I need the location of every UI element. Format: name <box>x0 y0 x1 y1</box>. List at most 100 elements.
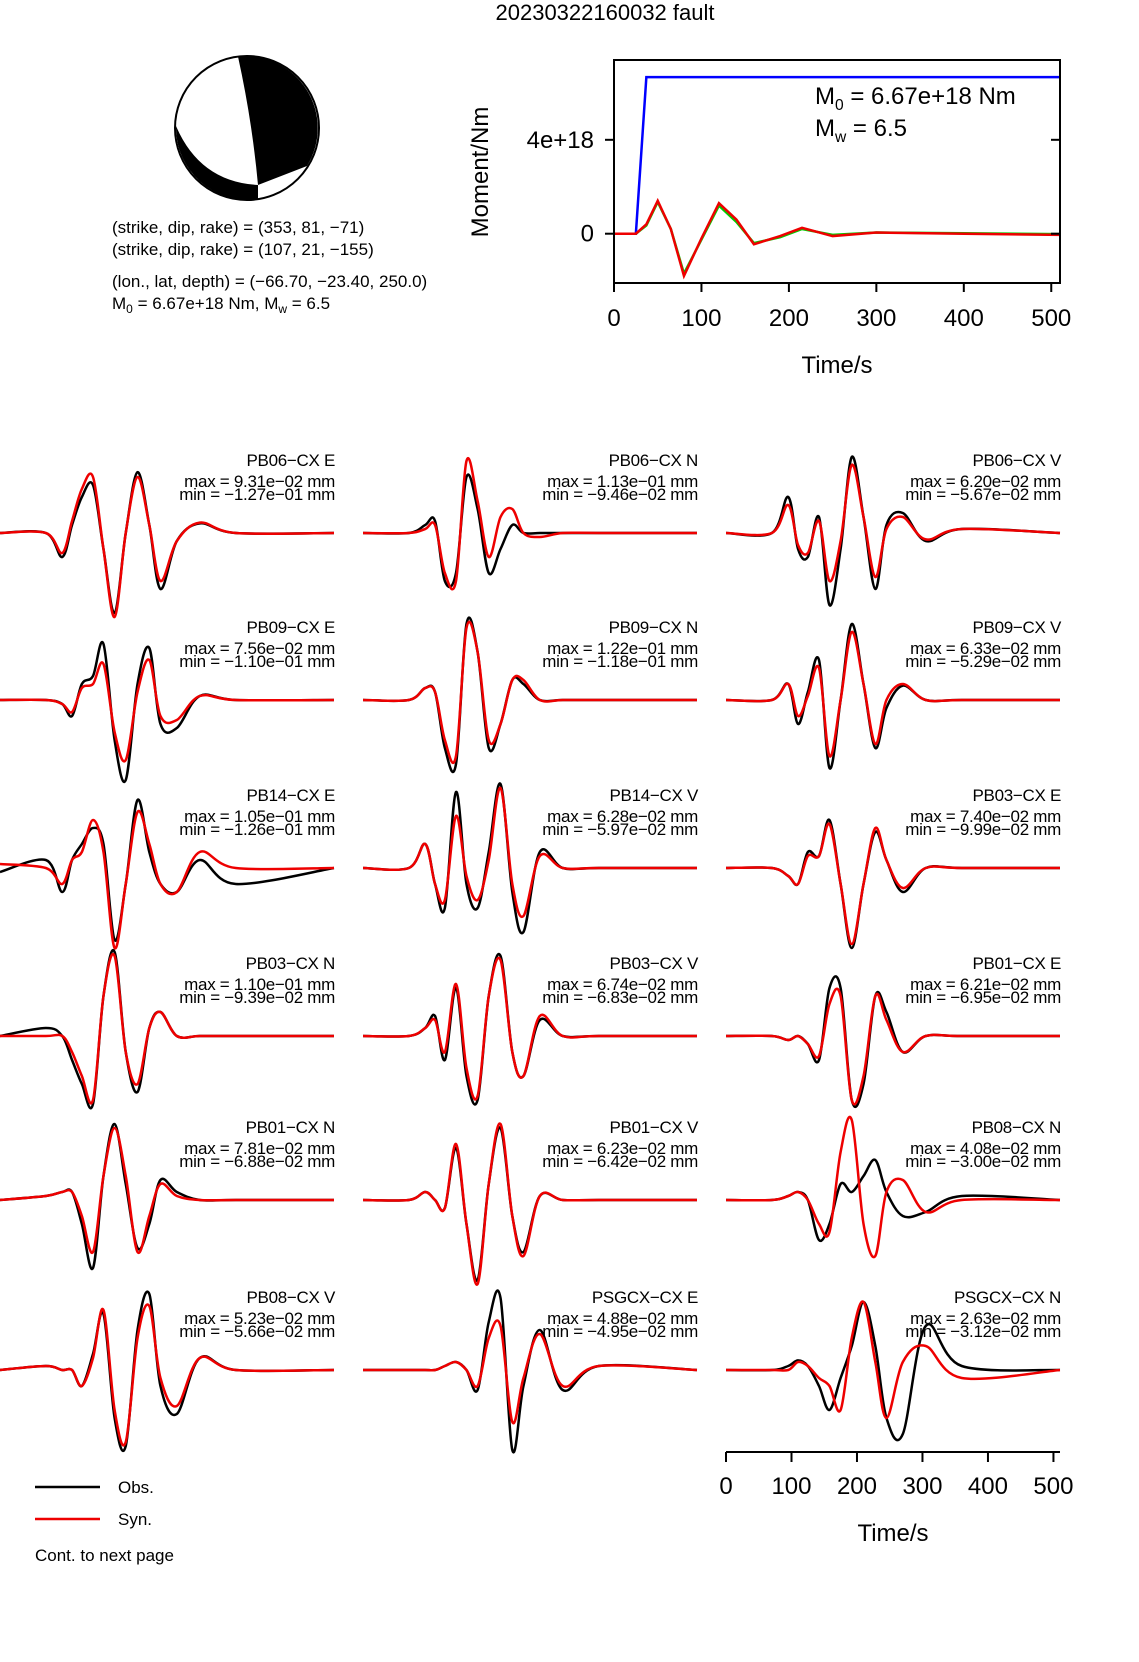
waveform <box>0 658 335 763</box>
figure-title: 20230322160032 fault <box>496 0 715 25</box>
min-label: min = −6.83e−02 mm <box>542 988 698 1007</box>
beachball <box>174 55 320 201</box>
max-label: max = 4.88e−02 mm <box>547 1309 698 1328</box>
min-label: min = −1.10e−01 mm <box>179 652 335 671</box>
x-tick-label: 400 <box>944 305 984 332</box>
station-label: PB06−CX E <box>247 451 336 470</box>
x-tick-label: 300 <box>856 305 896 332</box>
station-label: PB01−CX E <box>973 954 1062 973</box>
min-label: min = −6.95e−02 mm <box>905 988 1061 1007</box>
max-label: max = 6.33e−02 mm <box>910 639 1061 658</box>
moment-curve <box>614 197 1061 280</box>
x-axis-label: Time/s <box>801 352 872 379</box>
waveform <box>362 620 697 765</box>
min-label: min = −9.99e−02 mm <box>905 820 1061 839</box>
station-label: PSGCX−CX N <box>954 1288 1061 1307</box>
waveform <box>725 463 1061 583</box>
max-label: max = 1.10e−01 mm <box>184 975 335 994</box>
max-label: max = 7.40e−02 mm <box>910 807 1061 826</box>
legend-label: Syn. <box>118 1510 152 1529</box>
max-label: max = 6.21e−02 mm <box>910 975 1061 994</box>
waveform <box>725 1115 1061 1259</box>
station-label: PB08−CX V <box>247 1288 336 1307</box>
mechanism-line: (strike, dip, rake) = (107, 21, −155) <box>112 240 374 259</box>
station-label: PB01−CX N <box>246 1118 335 1137</box>
waveform <box>362 786 697 919</box>
min-label: min = −4.95e−02 mm <box>542 1322 698 1341</box>
moment-curve <box>614 75 1060 235</box>
min-label: min = −5.29e−02 mm <box>905 652 1061 671</box>
x-tick-label: 200 <box>837 1473 877 1500</box>
max-label: max = 1.13e−01 mm <box>547 472 698 491</box>
waveform <box>0 1303 335 1447</box>
plot-frame <box>613 59 1061 284</box>
mechanism-line: (strike, dip, rake) = (353, 81, −71) <box>112 218 364 237</box>
min-label: min = −6.88e−02 mm <box>179 1152 335 1171</box>
waveform <box>0 472 335 619</box>
legend-label: Obs. <box>118 1478 154 1497</box>
station-label: PB01−CX V <box>610 1118 699 1137</box>
x-tick-label: 500 <box>1033 1473 1073 1500</box>
min-label: min = −1.27e−01 mm <box>179 485 335 504</box>
station-label: PB14−CX E <box>247 786 336 805</box>
y-axis-label: Moment/Nm <box>467 107 494 238</box>
max-label: max = 4.08e−02 mm <box>910 1139 1061 1158</box>
station-label: PB08−CX N <box>972 1118 1061 1137</box>
waveform <box>725 987 1060 1106</box>
waveform <box>362 782 697 935</box>
station-label: PSGCX−CX E <box>592 1288 698 1307</box>
max-label: max = 1.22e−01 mm <box>547 639 698 658</box>
station-label: PB03−CX V <box>610 954 699 973</box>
x-tick-label: 100 <box>771 1473 811 1500</box>
x-tick-label: 300 <box>902 1473 942 1500</box>
min-label: min = −1.18e−01 mm <box>542 652 698 671</box>
min-label: min = −5.67e−02 mm <box>905 485 1061 504</box>
max-label: max = 6.20e−02 mm <box>910 472 1061 491</box>
min-label: min = −9.46e−02 mm <box>542 485 698 504</box>
waveform <box>0 948 334 1110</box>
moment-line: M0 = 6.67e+18 Nm, Mw = 6.5 <box>112 294 330 316</box>
waveform <box>362 1122 697 1286</box>
min-label: min = −3.12e−02 mm <box>905 1322 1061 1341</box>
y-tick-label: 0 <box>581 221 594 248</box>
station-label: PB06−CX V <box>973 451 1062 470</box>
station-label: PB03−CX N <box>246 954 335 973</box>
waveform <box>0 1126 334 1255</box>
location-line: (lon., lat, depth) = (−66.70, −23.40, 25… <box>112 272 427 291</box>
x-tick-label: 0 <box>719 1473 732 1500</box>
x-tick-label: 200 <box>769 305 809 332</box>
min-label: min = −1.26e−01 mm <box>179 820 335 839</box>
waveform <box>362 473 697 589</box>
waveform <box>725 1300 1061 1442</box>
x-tick-label: 400 <box>968 1473 1008 1500</box>
waveform <box>0 809 335 950</box>
waveform <box>725 822 1060 946</box>
x-axis-label: Time/s <box>857 1520 928 1547</box>
max-label: max = 2.63e−02 mm <box>910 1309 1061 1328</box>
x-tick-label: 100 <box>681 305 721 332</box>
station-label: PB09−CX N <box>609 618 698 637</box>
y-tick-label: 4e+18 <box>527 127 594 154</box>
max-label: max = 5.23e−02 mm <box>184 1309 335 1328</box>
waveform <box>0 640 335 784</box>
max-label: max = 7.81e−02 mm <box>184 1139 335 1158</box>
max-label: max = 6.28e−02 mm <box>547 807 698 826</box>
annotation: M0 = 6.67e+18 Nm <box>815 83 1016 114</box>
waveform <box>362 1319 698 1425</box>
waveform <box>0 952 334 1105</box>
